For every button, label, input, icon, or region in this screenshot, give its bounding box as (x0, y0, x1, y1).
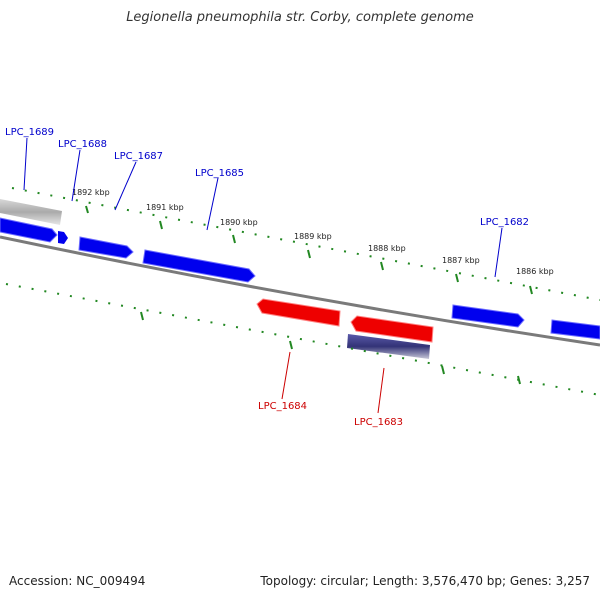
reverse-strand-genes (256, 298, 434, 343)
gray-feature[interactable] (0, 199, 62, 225)
gene-label-lpc-1689[interactable]: LPC_1689 (5, 127, 54, 138)
gene-label-lpc-1684[interactable]: LPC_1684 (258, 401, 307, 412)
forward-strand-genes (0, 217, 600, 340)
scale-tick-label: 1892 kbp (72, 188, 110, 197)
label-leaders (23, 137, 503, 414)
gene-arrow-partial[interactable] (550, 319, 600, 340)
genome-summary-text: Topology: circular; Length: 3,576,470 bp… (260, 574, 590, 588)
map-title: Legionella pneumophila str. Corby, compl… (126, 10, 474, 25)
inner-tick-track (5, 283, 600, 396)
scale-tick-label: 1890 kbp (220, 218, 258, 227)
gene-label-lpc-1682[interactable]: LPC_1682 (480, 217, 529, 228)
scale-tick-label: 1891 kbp (146, 203, 184, 212)
accession-text: Accession: NC_009494 (9, 574, 146, 588)
scale-tick-label: 1888 kbp (368, 244, 406, 253)
gene-arrow-lpc-1682[interactable] (451, 304, 525, 328)
outer-tick-track (11, 187, 600, 301)
gene-arrow-lpc-1685[interactable] (142, 249, 256, 283)
gene-arrow-lpc-1683[interactable] (350, 315, 434, 343)
gene-label-lpc-1685[interactable]: LPC_1685 (195, 168, 244, 179)
gene-label-lpc-1688[interactable]: LPC_1688 (58, 139, 107, 150)
gene-label-lpc-1683[interactable]: LPC_1683 (354, 417, 403, 428)
scale-tick-label: 1886 kbp (516, 267, 554, 276)
gene-label-lpc-1687[interactable]: LPC_1687 (114, 151, 163, 162)
gene-arrow-lpc-1684[interactable] (256, 298, 341, 327)
gene-arrow-lpc-1688[interactable] (58, 231, 68, 244)
navy-feature[interactable] (347, 334, 430, 359)
scale-tick-label: 1887 kbp (442, 256, 480, 265)
gene-arrow-lpc-1687[interactable] (78, 236, 134, 259)
gene-arrow-lpc-1689[interactable] (0, 217, 58, 243)
scale-tick-label: 1889 kbp (294, 232, 332, 241)
genome-backbone (0, 235, 600, 347)
